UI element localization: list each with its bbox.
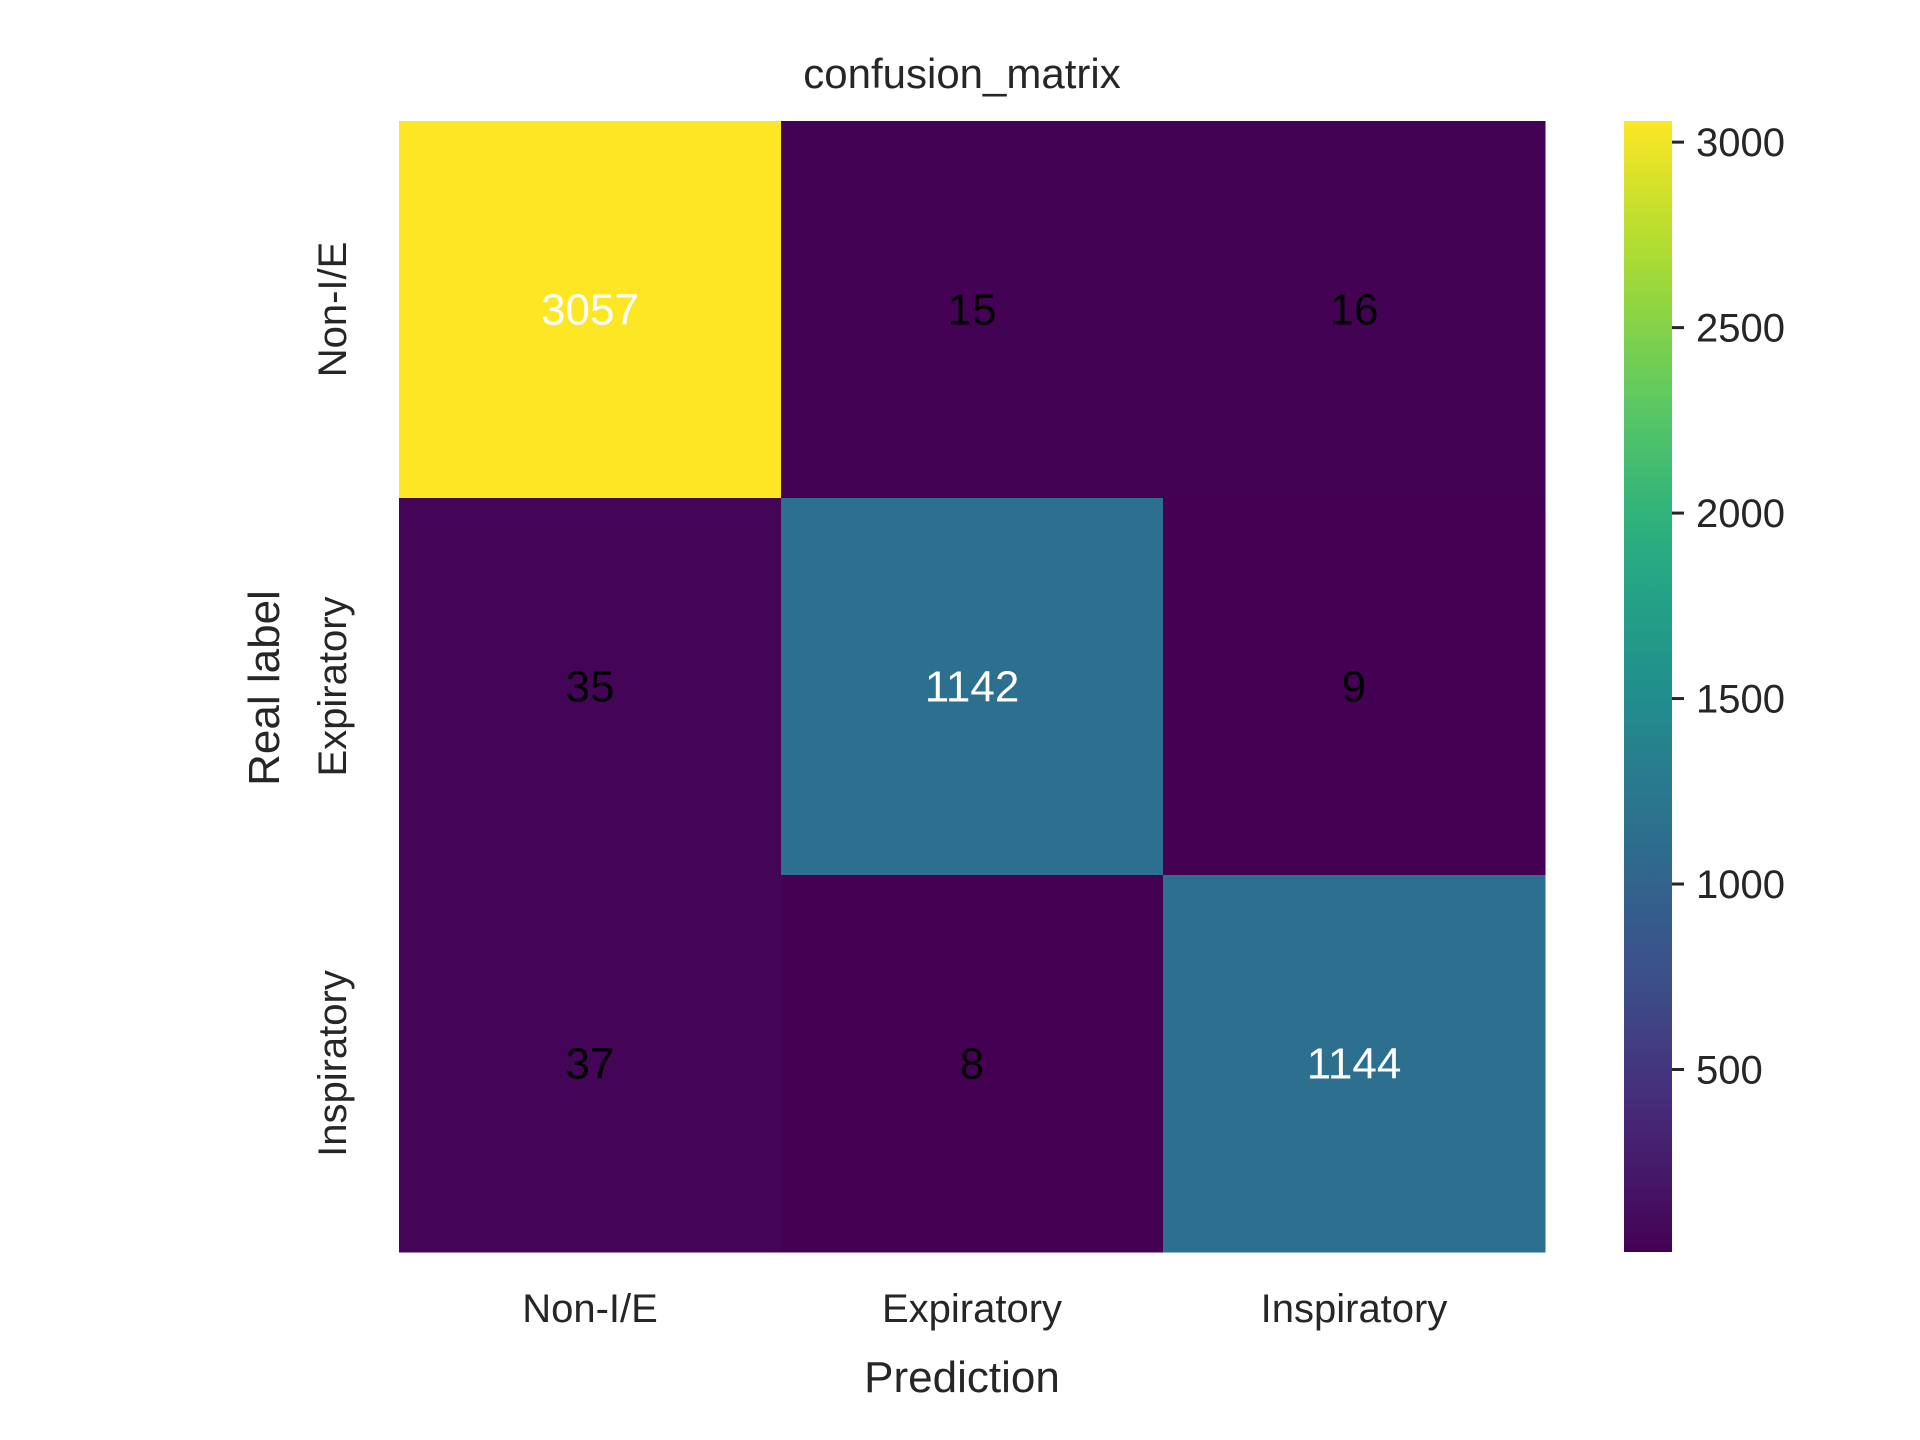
heatmap-cell xyxy=(399,875,782,1253)
colorbar-tick-label: 3000 xyxy=(1696,121,1785,165)
x-axis-ticks: Non-I/E Expiratory Inspiratory xyxy=(522,1287,1447,1331)
cell-value-label: 1144 xyxy=(1307,1040,1402,1089)
cell-value-label: 3057 xyxy=(541,286,639,335)
heatmap-cell xyxy=(781,875,1164,1253)
y-axis-ticks: Non-I/E Expiratory Inspiratory xyxy=(311,242,355,1157)
heatmap-cells xyxy=(399,121,1546,1253)
x-tick-label: Non-I/E xyxy=(522,1287,658,1331)
heatmap-cell xyxy=(1163,875,1546,1253)
cell-value-label: 15 xyxy=(948,286,997,335)
colorbar-tick-label: 500 xyxy=(1696,1048,1763,1092)
cell-value-label: 37 xyxy=(566,1040,615,1089)
x-tick-label: Inspiratory xyxy=(1261,1287,1448,1331)
y-tick-label: Expiratory xyxy=(311,596,355,776)
colorbar-tick-label: 1000 xyxy=(1696,863,1785,907)
heatmap-cell xyxy=(781,498,1164,876)
cell-value-label: 8 xyxy=(960,1040,984,1089)
y-tick-label: Inspiratory xyxy=(311,970,355,1157)
heatmap-cell xyxy=(781,121,1164,499)
heatmap-cell xyxy=(399,498,782,876)
cell-value-label: 1142 xyxy=(925,663,1020,712)
x-tick-label: Expiratory xyxy=(882,1287,1062,1331)
heatmap-cell xyxy=(399,121,782,499)
heatmap-cell xyxy=(1163,498,1546,876)
cell-labels: 3057 15 16 35 1142 9 37 8 1144 xyxy=(541,286,1401,1089)
cell-value-label: 35 xyxy=(566,663,615,712)
colorbar-ticks: 500 1000 1500 2000 2500 3000 xyxy=(1672,121,1785,1092)
y-axis-label: Real label xyxy=(240,590,289,786)
x-axis-label: Prediction xyxy=(864,1353,1060,1402)
colorbar-tick-label: 2000 xyxy=(1696,492,1785,536)
cell-value-label: 9 xyxy=(1342,663,1366,712)
y-tick-label: Non-I/E xyxy=(311,242,355,378)
cell-value-label: 16 xyxy=(1330,286,1379,335)
colorbar-tick-label: 2500 xyxy=(1696,307,1785,351)
colorbar xyxy=(1624,121,1672,1252)
heatmap-cell xyxy=(1163,121,1546,499)
colorbar-tick-label: 1500 xyxy=(1696,678,1785,722)
chart-title: confusion_matrix xyxy=(803,50,1120,97)
